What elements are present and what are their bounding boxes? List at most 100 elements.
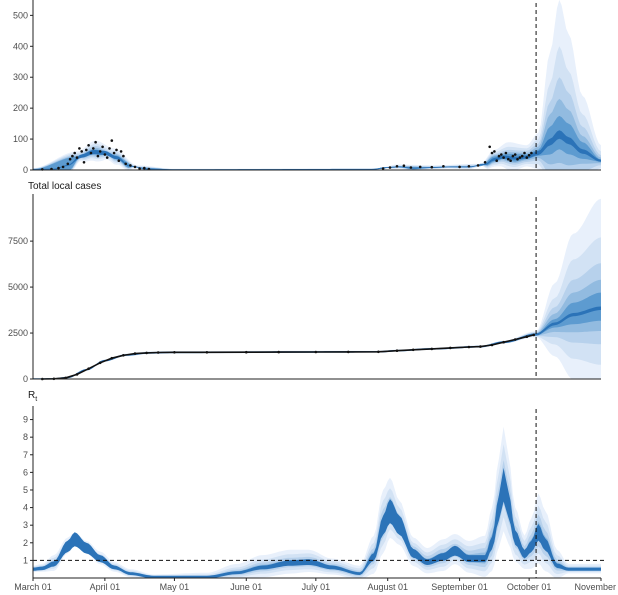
observed-point xyxy=(502,156,505,159)
observed-point xyxy=(61,165,65,169)
observed-point xyxy=(516,157,519,161)
panel-rt: Rt 1 2 3 4 5 6 7 8 9 March 01 April 01 May 01 June 0… xyxy=(14,390,616,592)
rt-bands xyxy=(33,426,601,578)
uncertainty-band-2 xyxy=(33,444,601,578)
observed-point xyxy=(402,164,406,167)
observed-point xyxy=(78,147,81,150)
observed-point xyxy=(523,151,526,155)
total-cases-observed-points xyxy=(41,333,536,381)
observed-point xyxy=(115,148,118,152)
y-tick-label: 200 xyxy=(13,103,28,113)
x-tick-label: November xyxy=(574,582,616,592)
y-tick-label: 0 xyxy=(23,374,28,384)
observed-point xyxy=(520,154,524,158)
observed-point xyxy=(458,165,461,169)
observed-point xyxy=(500,153,503,156)
observed-point xyxy=(409,166,413,169)
observed-point xyxy=(518,156,522,159)
observed-point xyxy=(82,161,86,164)
observed-point xyxy=(129,164,132,167)
y-tick-label: 8 xyxy=(23,432,28,442)
observed-point xyxy=(418,165,422,169)
panel-total-cases-title: Total local cases xyxy=(28,181,101,192)
uncertainty-band-4 xyxy=(33,279,601,379)
observed-point xyxy=(96,154,100,158)
observed-point xyxy=(490,151,494,155)
observed-point xyxy=(143,166,146,170)
observed-point xyxy=(119,150,123,153)
daily-cases-axes: 0 100 200 300 400 500 xyxy=(13,0,601,175)
y-tick-label: 300 xyxy=(13,72,28,82)
y-tick-label: 2 xyxy=(23,538,28,548)
observed-point xyxy=(493,150,496,153)
observed-point xyxy=(483,161,487,164)
panel-rt-title-subscript: t xyxy=(35,396,37,403)
observed-point xyxy=(110,139,114,142)
observed-point xyxy=(101,145,104,149)
observed-point xyxy=(495,159,499,162)
x-tick-label: April 01 xyxy=(90,582,121,592)
panel-rt-title-main: R xyxy=(28,390,35,401)
daily-cases-bands xyxy=(33,0,601,170)
observed-point xyxy=(85,148,88,152)
observed-point xyxy=(525,156,529,159)
uncertainty-band-1 xyxy=(33,426,601,578)
observed-point xyxy=(92,147,95,150)
y-tick-label: 0 xyxy=(23,165,28,175)
observed-point xyxy=(124,162,127,166)
x-tick-label: August 01 xyxy=(367,582,408,592)
observed-point xyxy=(105,156,109,159)
uncertainty-band-1 xyxy=(33,0,601,170)
y-tick-label: 500 xyxy=(13,10,28,20)
x-tick-label: October 01 xyxy=(507,582,552,592)
observed-point xyxy=(133,165,137,169)
y-tick-label: 4 xyxy=(23,503,28,513)
uncertainty-band-5 xyxy=(33,292,601,379)
observed-point xyxy=(57,166,60,170)
panel-total-cases: Total local cases 0 2500 5000 7500 xyxy=(8,181,601,384)
median-band xyxy=(33,306,601,379)
observed-point xyxy=(108,147,111,150)
y-tick-label: 6 xyxy=(23,467,28,477)
y-tick-label: 7500 xyxy=(8,236,28,246)
observed-point xyxy=(381,167,385,170)
observed-point xyxy=(103,153,107,156)
observed-point xyxy=(513,153,517,156)
y-tick-label: 5 xyxy=(23,485,28,495)
panel-rt-title: Rt xyxy=(28,390,37,403)
x-tick-label: March 01 xyxy=(14,582,52,592)
y-tick-label: 3 xyxy=(23,520,28,530)
observed-point xyxy=(112,151,116,155)
y-tick-label: 100 xyxy=(13,134,28,144)
observed-line xyxy=(42,334,534,380)
observed-point xyxy=(94,140,97,144)
observed-point xyxy=(75,156,79,159)
x-tick-label: June 01 xyxy=(230,582,262,592)
observed-point xyxy=(117,159,121,162)
observed-point xyxy=(509,159,512,162)
observed-point xyxy=(467,165,471,168)
y-tick-label: 2500 xyxy=(8,328,28,338)
observed-point xyxy=(98,150,102,153)
observed-point xyxy=(80,150,83,153)
uncertainty-band-3 xyxy=(33,263,601,379)
y-tick-label: 9 xyxy=(23,415,28,425)
observed-point xyxy=(68,157,72,161)
rt-axes: 1 2 3 4 5 6 7 8 9 March 01 April 01 May 01 June 01 Ju… xyxy=(14,406,616,592)
y-tick-label: 400 xyxy=(13,41,28,51)
panel-daily-cases: 0 100 200 300 400 500 xyxy=(13,0,601,175)
observed-point xyxy=(530,151,533,155)
y-tick-label: 7 xyxy=(23,450,28,460)
observed-point xyxy=(511,154,515,158)
total-cases-axes: 0 2500 5000 7500 xyxy=(8,194,601,384)
observed-point xyxy=(476,164,480,167)
observed-point xyxy=(488,145,492,149)
x-tick-label: July 01 xyxy=(302,582,331,592)
observed-point xyxy=(388,166,392,169)
observed-point xyxy=(504,151,508,155)
observed-point xyxy=(73,151,76,155)
observed-point xyxy=(395,165,399,168)
x-tick-label: September 01 xyxy=(431,582,488,592)
observed-point xyxy=(527,153,531,157)
